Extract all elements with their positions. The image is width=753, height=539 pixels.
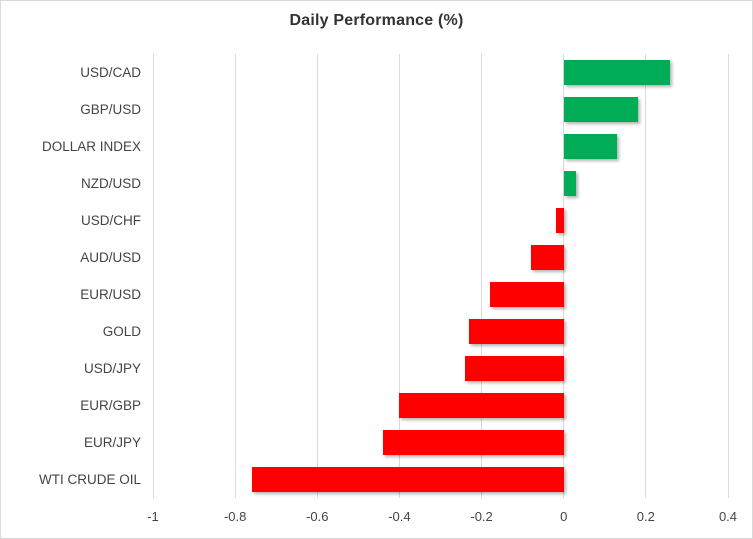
category-label: NZD/USD: [81, 176, 141, 191]
bar: [469, 319, 564, 344]
bar: [251, 467, 564, 492]
gridline: [152, 54, 154, 498]
category-label: USD/CAD: [80, 65, 141, 80]
gridline: [563, 54, 565, 498]
category-label: DOLLAR INDEX: [41, 139, 141, 154]
bar: [383, 430, 564, 455]
chart-title: Daily Performance (%): [289, 12, 464, 29]
category-label: EUR/GBP: [80, 398, 141, 413]
category-label: GOLD: [102, 324, 141, 339]
x-tick-label: 0.2: [636, 509, 655, 524]
bar: [465, 356, 564, 381]
gridline: [234, 54, 236, 498]
category-label: EUR/JPY: [83, 435, 141, 450]
x-tick-label: 0.4: [718, 509, 738, 524]
category-label: GBP/USD: [80, 102, 141, 117]
category-label: EUR/USD: [80, 287, 141, 302]
gridline: [645, 54, 647, 498]
x-tick-label: 0: [560, 509, 568, 524]
x-tick-label: -0.4: [388, 509, 411, 524]
bar: [555, 208, 564, 233]
category-label: WTI CRUDE OIL: [38, 472, 141, 487]
gridline: [727, 54, 729, 498]
bar: [563, 134, 618, 159]
category-label: AUD/USD: [80, 250, 141, 265]
plot-area: [152, 54, 729, 498]
bar: [563, 97, 638, 122]
x-tick-label: -0.6: [306, 509, 329, 524]
gridline: [398, 54, 400, 498]
category-label: USD/JPY: [83, 361, 141, 376]
x-tick-label: -0.2: [470, 509, 493, 524]
gridline: [481, 54, 483, 498]
category-label: USD/CHF: [81, 213, 141, 228]
gridline: [316, 54, 318, 498]
x-tick-label: -0.8: [223, 509, 247, 524]
bar: [563, 171, 577, 196]
bar: [563, 60, 671, 85]
bar: [399, 393, 564, 418]
x-tick-label: -1: [147, 509, 159, 524]
bar: [489, 282, 564, 307]
bar: [530, 245, 564, 270]
